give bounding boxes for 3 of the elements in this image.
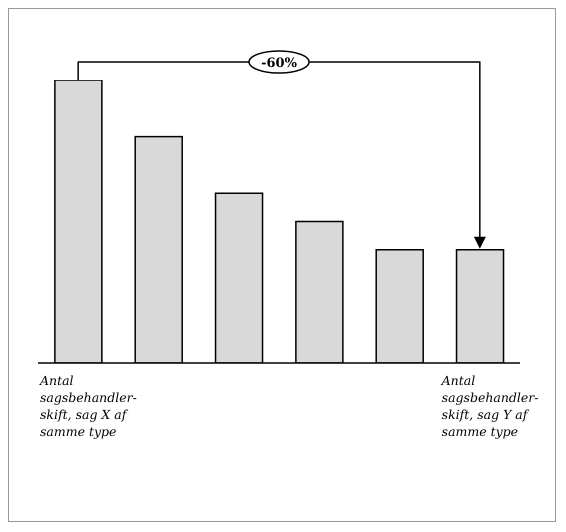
- x-tick-label: Antal sagsbehandler-skift, sag X af samme type: [39, 373, 137, 439]
- text: -60%: [261, 56, 298, 71]
- x-tick-label: Antal sagsbehandler-skift, sag Y af samme type: [440, 373, 539, 439]
